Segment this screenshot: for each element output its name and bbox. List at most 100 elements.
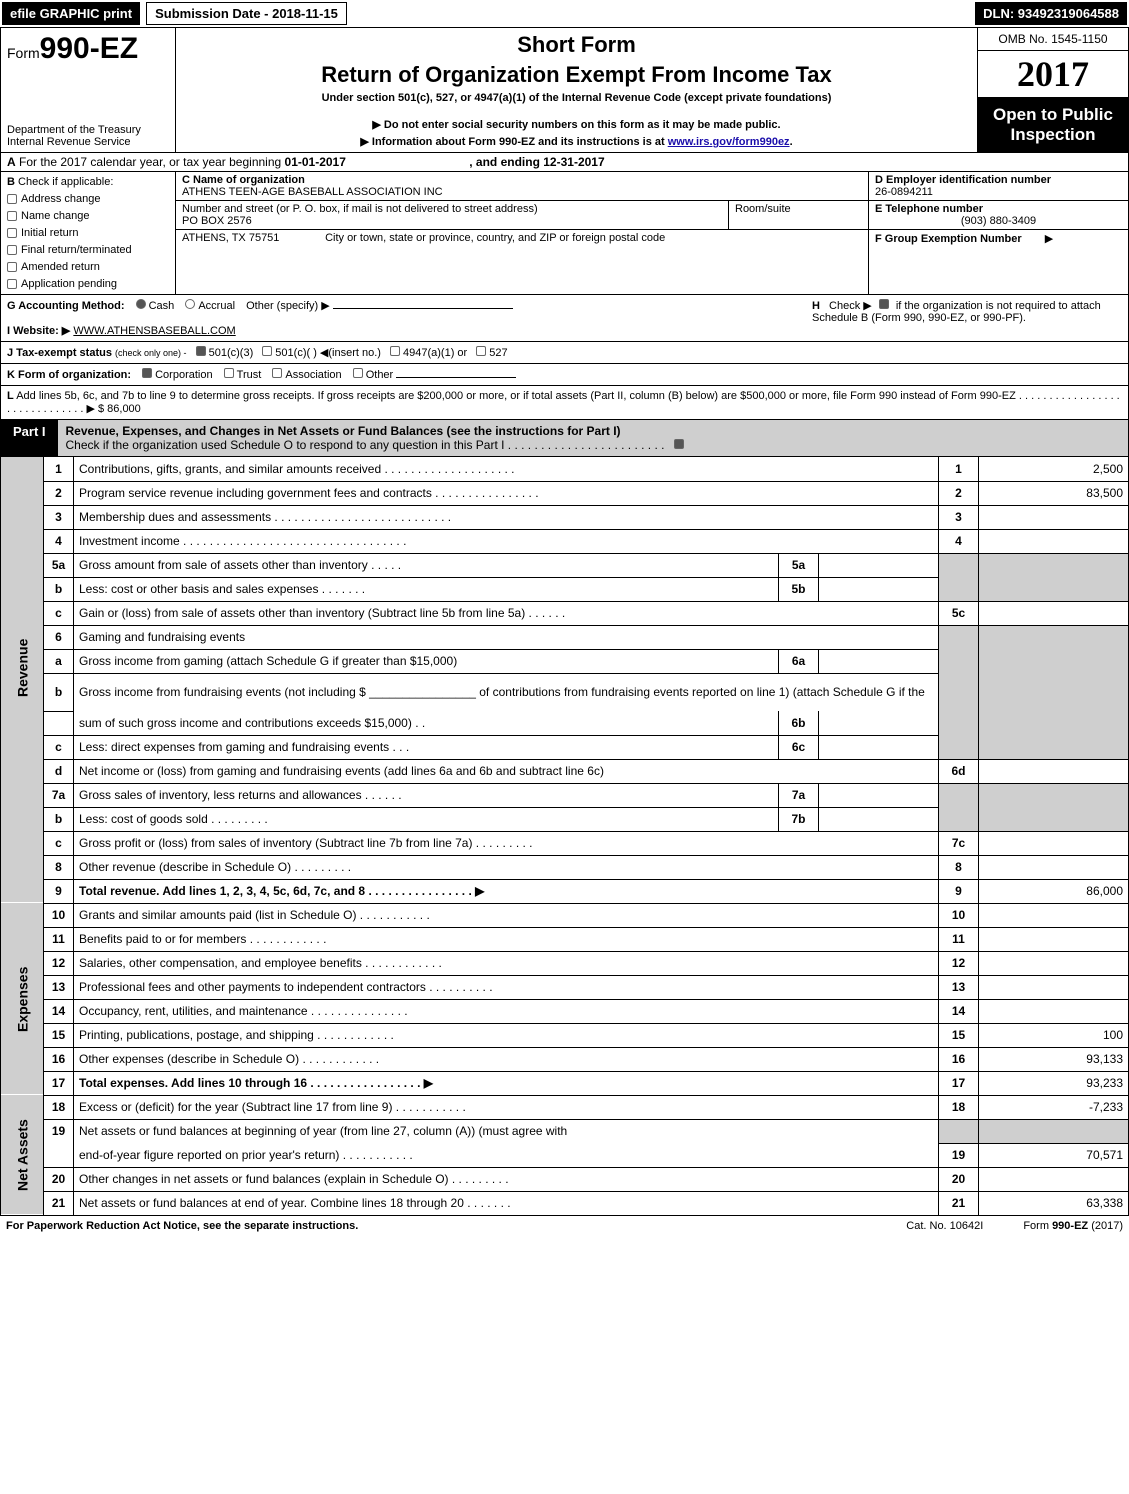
header-right: OMB No. 1545-1150 2017 Open to Public In… xyxy=(978,28,1128,152)
j-label: J Tax-exempt status xyxy=(7,347,112,359)
ln-2: 2 xyxy=(44,481,74,505)
header-mid: Short Form Return of Organization Exempt… xyxy=(176,28,978,152)
shade-block xyxy=(939,783,979,831)
desc-6a: Gross income from gaming (attach Schedul… xyxy=(74,649,779,673)
desc-11: Benefits paid to or for members . . . . … xyxy=(74,927,939,951)
h-checkbox-icon[interactable] xyxy=(879,299,889,309)
mid-5a: 5a xyxy=(779,553,819,577)
k-opt-0: Corporation xyxy=(155,369,212,381)
num-14: 14 xyxy=(939,999,979,1023)
table-row: 17 Total expenses. Add lines 10 through … xyxy=(1,1071,1129,1095)
info-link[interactable]: www.irs.gov/form990ez xyxy=(668,136,790,148)
desc-6b-pre: Gross income from fundraising events (no… xyxy=(74,673,939,711)
ln-13: 13 xyxy=(44,975,74,999)
midval-6a xyxy=(819,649,939,673)
chk-initial-return[interactable]: Initial return xyxy=(7,227,169,239)
ln-17: 17 xyxy=(44,1071,74,1095)
a-begin: 01-01-2017 xyxy=(285,155,346,169)
desc-2: Program service revenue including govern… xyxy=(74,481,939,505)
chk-final-return[interactable]: Final return/terminated xyxy=(7,244,169,256)
ln-10: 10 xyxy=(44,903,74,927)
ln-6a: a xyxy=(44,649,74,673)
desc-6c: Less: direct expenses from gaming and fu… xyxy=(74,735,779,759)
num-4: 4 xyxy=(939,529,979,553)
radio-accrual-icon[interactable] xyxy=(185,299,195,309)
num-2: 2 xyxy=(939,481,979,505)
midval-7b xyxy=(819,807,939,831)
desc-7b: Less: cost of goods sold . . . . . . . .… xyxy=(74,807,779,831)
shade-block xyxy=(979,783,1129,831)
radio-4947-icon[interactable] xyxy=(390,346,400,356)
c-name-block: C Name of organization ATHENS TEEN-AGE B… xyxy=(176,172,868,201)
org-city: ATHENS, TX 75751 xyxy=(182,232,322,244)
footer-form-pre: Form xyxy=(1023,1220,1052,1232)
form-number-big: 990-EZ xyxy=(40,32,138,65)
f-arrow-icon: ▶ xyxy=(1045,233,1053,245)
org-address: PO BOX 2576 xyxy=(182,215,252,227)
table-row: c Gain or (loss) from sale of assets oth… xyxy=(1,601,1129,625)
l-label: L xyxy=(7,390,14,402)
l-text: Add lines 5b, 6c, and 7b to line 9 to de… xyxy=(7,390,1120,415)
side-revenue-end xyxy=(1,879,44,903)
a-end: 12-31-2017 xyxy=(543,155,604,169)
radio-501c-icon[interactable] xyxy=(262,346,272,356)
radio-corp-icon[interactable] xyxy=(142,368,152,378)
a-pre: For the 2017 calendar year, or tax year … xyxy=(19,155,285,169)
mid-7a: 7a xyxy=(779,783,819,807)
val-2: 83,500 xyxy=(979,481,1129,505)
h-label: H xyxy=(812,300,820,312)
ln-19a: 19 xyxy=(44,1119,74,1143)
phone-value: (903) 880-3409 xyxy=(875,215,1122,227)
desc-14: Occupancy, rent, utilities, and maintena… xyxy=(74,999,939,1023)
table-row: 3 Membership dues and assessments . . . … xyxy=(1,505,1129,529)
ln-20: 20 xyxy=(44,1167,74,1191)
table-row: 7a Gross sales of inventory, less return… xyxy=(1,783,1129,807)
radio-trust-icon[interactable] xyxy=(224,368,234,378)
col-def: D Employer identification number 26-0894… xyxy=(868,172,1128,294)
ln-6d: d xyxy=(44,759,74,783)
ln-11: 11 xyxy=(44,927,74,951)
table-row: 5a Gross amount from sale of assets othe… xyxy=(1,553,1129,577)
shade-block xyxy=(979,625,1129,759)
ln-8: 8 xyxy=(44,855,74,879)
part-i-checkbox-icon[interactable] xyxy=(674,439,684,449)
radio-cash-icon[interactable] xyxy=(136,299,146,309)
val-16: 93,133 xyxy=(979,1047,1129,1071)
chk-amended-return[interactable]: Amended return xyxy=(7,261,169,273)
subtitle: Under section 501(c), 527, or 4947(a)(1)… xyxy=(182,92,971,104)
val-18: -7,233 xyxy=(979,1095,1129,1119)
chk-application-pending[interactable]: Application pending xyxy=(7,278,169,290)
a-mid: , and ending xyxy=(469,155,543,169)
c-city-block: ATHENS, TX 75751 City or town, state or … xyxy=(176,230,868,246)
chk-name-change[interactable]: Name change xyxy=(7,210,169,222)
table-row: 6 Gaming and fundraising events xyxy=(1,625,1129,649)
footer-form: Form 990-EZ (2017) xyxy=(1023,1220,1123,1232)
table-row: 21 Net assets or fund balances at end of… xyxy=(1,1191,1129,1215)
info-prefix: ▶ Information about Form 990-EZ and its … xyxy=(360,136,667,148)
k-label: K Form of organization: xyxy=(7,369,131,381)
chk-address-change[interactable]: Address change xyxy=(7,193,169,205)
row-l: L Add lines 5b, 6c, and 7b to line 9 to … xyxy=(0,386,1129,420)
h-check: Check ▶ xyxy=(829,300,872,312)
checkbox-icon xyxy=(7,211,17,221)
room-label: Room/suite xyxy=(735,203,791,215)
ln-21: 21 xyxy=(44,1191,74,1215)
num-10: 10 xyxy=(939,903,979,927)
desc-9-text: Total revenue. Add lines 1, 2, 3, 4, 5c,… xyxy=(79,884,484,898)
num-5c: 5c xyxy=(939,601,979,625)
radio-501c3-icon[interactable] xyxy=(196,346,206,356)
radio-other-icon[interactable] xyxy=(353,368,363,378)
mid-6c: 6c xyxy=(779,735,819,759)
side-expenses: Expenses xyxy=(1,903,44,1095)
ln-6c: c xyxy=(44,735,74,759)
side-netassets: Net Assets xyxy=(1,1095,44,1215)
midval-7a xyxy=(819,783,939,807)
num-19: 19 xyxy=(939,1143,979,1167)
radio-assoc-icon[interactable] xyxy=(272,368,282,378)
col-c: C Name of organization ATHENS TEEN-AGE B… xyxy=(176,172,868,294)
val-14 xyxy=(979,999,1129,1023)
page-footer: For Paperwork Reduction Act Notice, see … xyxy=(0,1216,1129,1236)
website-link[interactable]: WWW.ATHENSBASEBALL.COM xyxy=(73,325,235,337)
radio-527-icon[interactable] xyxy=(476,346,486,356)
table-row: 9 Total revenue. Add lines 1, 2, 3, 4, 5… xyxy=(1,879,1129,903)
